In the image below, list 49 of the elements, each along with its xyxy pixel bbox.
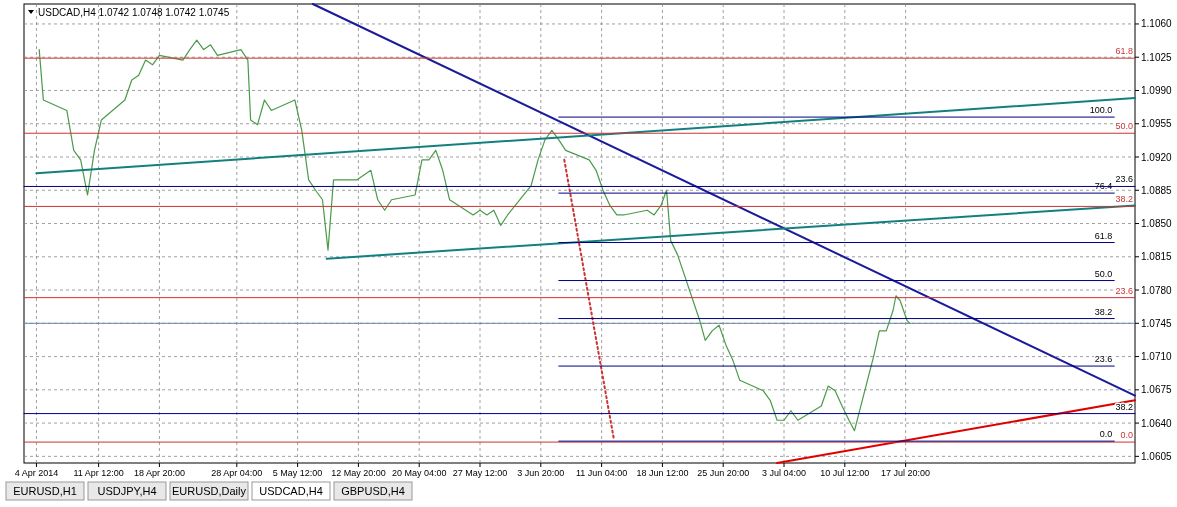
y-tick-label: 1.1060 (1141, 18, 1173, 30)
y-tick-label: 1.0675 (1141, 384, 1173, 396)
series-label: 0.0 (1120, 430, 1133, 441)
series-label: 38.2 (1115, 401, 1133, 412)
series-label: 50.0 (1094, 268, 1113, 279)
x-tick-label: 20 May 04:00 (391, 468, 447, 478)
y-tick-label: 1.0710 (1141, 351, 1173, 363)
series-label: 23.6 (1094, 354, 1113, 365)
x-tick-label: 11 Apr 12:00 (73, 468, 124, 478)
y-tick-label: 1.0850 (1141, 218, 1173, 230)
x-tick-label: 18 Apr 20:00 (133, 468, 185, 478)
y-tick-label: 1.0745 (1141, 317, 1173, 329)
series-label: 61.8 (1115, 46, 1133, 57)
text: GBPUSD,H4 (341, 485, 405, 497)
x-tick-label: 11 Jun 04:00 (575, 468, 628, 478)
x-tick-label: 25 Jun 20:00 (697, 468, 750, 478)
series-label: 23.6 (1115, 285, 1133, 296)
x-tick-label: 5 May 12:00 (272, 468, 323, 478)
y-tick-label: 1.1025 (1141, 51, 1173, 63)
series-label: 61.8 (1094, 230, 1113, 241)
y-tick-label: 1.0990 (1141, 84, 1173, 96)
text: USDJPY,H4 (97, 485, 157, 497)
chart-title: USDCAD,H4 1.0742 1.0748 1.0742 1.0745 (38, 7, 230, 18)
x-tick-label: 18 Jun 12:00 (636, 468, 689, 478)
x-tick-label: 27 May 12:00 (452, 468, 508, 478)
series-label: 38.2 (1115, 194, 1133, 205)
text: EURUSD,Daily (172, 485, 247, 497)
x-tick-label: 3 Jul 04:00 (761, 468, 807, 478)
x-tick-label: 12 May 20:00 (331, 468, 386, 478)
y-tick-label: 1.0885 (1141, 184, 1173, 196)
series-label: 100.0 (1089, 105, 1113, 116)
y-tick-label: 1.0640 (1141, 417, 1173, 429)
y-tick-label: 1.0605 (1141, 450, 1173, 462)
y-tick-label: 1.0780 (1141, 284, 1173, 296)
x-tick-label: 3 Jun 20:00 (517, 468, 565, 478)
series-label: 23.6 (1115, 174, 1133, 185)
text: USDCAD,H4 (259, 485, 323, 497)
x-tick-label: 10 Jul 12:00 (820, 468, 870, 478)
series-label: 50.0 (1115, 121, 1133, 132)
x-tick-label: 17 Jul 20:00 (881, 468, 931, 478)
x-tick-label: 28 Apr 04:00 (211, 468, 263, 478)
series-label: 0.0 (1099, 429, 1113, 440)
y-tick-label: 1.0815 (1141, 251, 1173, 263)
text: EURUSD,H1 (13, 485, 77, 497)
x-tick-label: 4 Apr 2014 (14, 468, 59, 478)
series-label: 38.2 (1094, 306, 1113, 317)
y-tick-label: 1.0920 (1141, 151, 1173, 163)
y-tick-label: 1.0955 (1141, 118, 1173, 130)
line-series (38, 39, 911, 432)
